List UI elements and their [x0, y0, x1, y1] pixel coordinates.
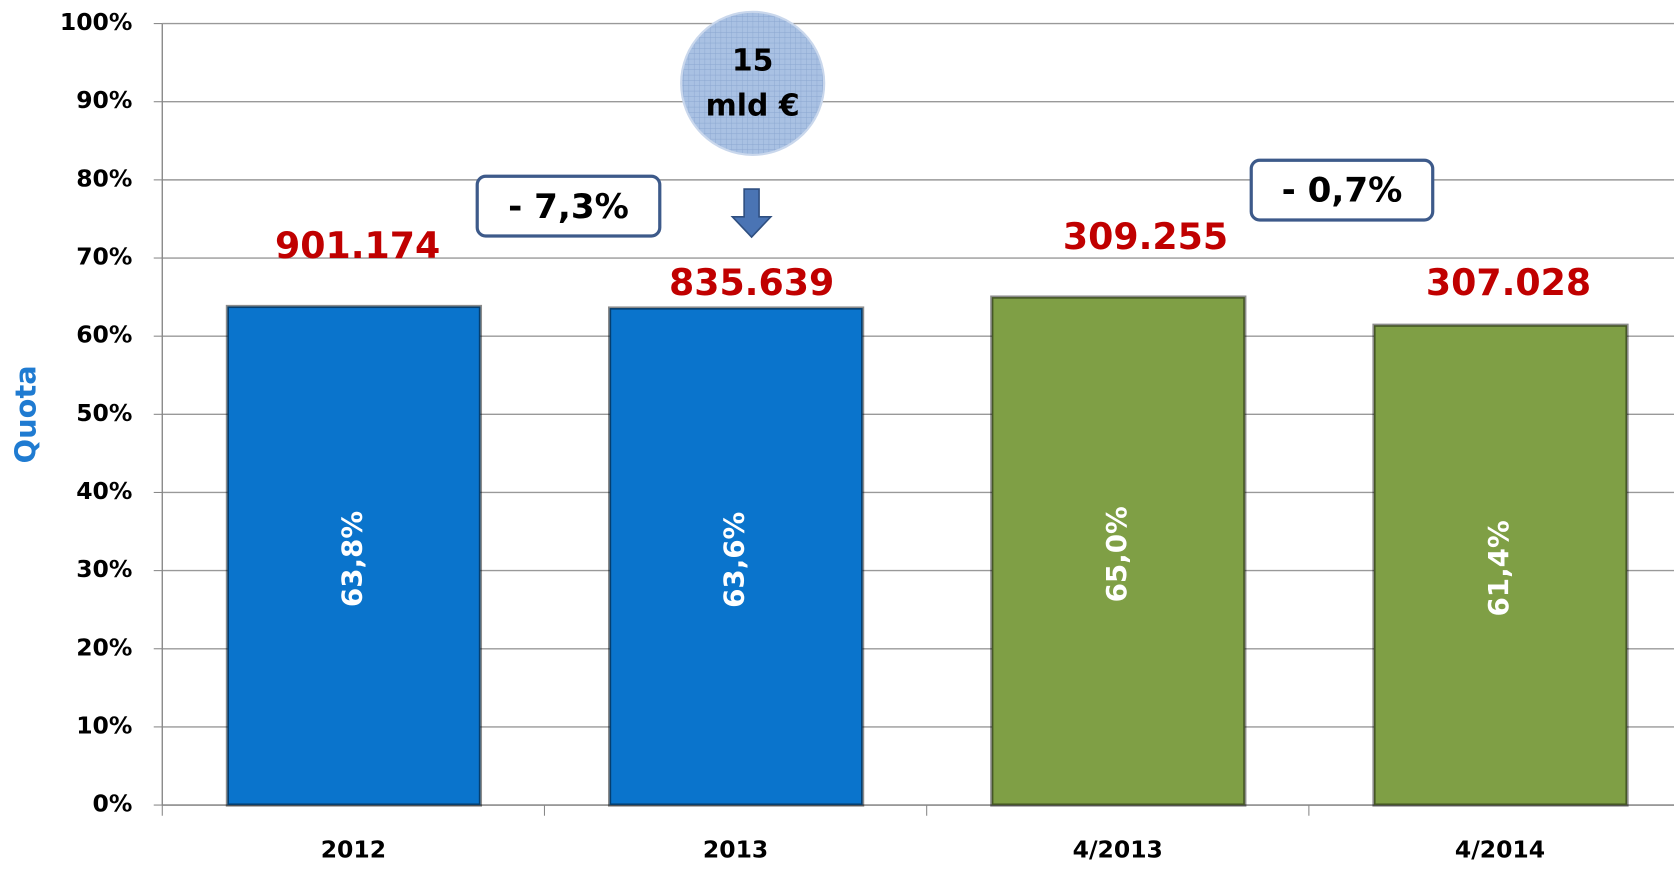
y-tick-label: 100%: [60, 8, 133, 36]
top-label: 307.028: [1426, 261, 1591, 304]
y-tick-label: 0%: [93, 790, 133, 818]
bubble: [680, 10, 826, 156]
change-label: - 0,7%: [1282, 171, 1403, 211]
top-label: 901.174: [275, 224, 440, 267]
bar-value-label: 61,4%: [1482, 520, 1515, 616]
bar: [225, 304, 483, 807]
bubble-label: mld €: [706, 88, 800, 123]
y-tick-label: 60%: [76, 321, 132, 349]
bar-value-label: 65,0%: [1100, 506, 1133, 602]
y-tick-label: 10%: [76, 711, 132, 739]
change-box: [475, 174, 662, 238]
bar-value-label: 63,8%: [335, 511, 368, 607]
y-tick-label: 70%: [76, 243, 132, 271]
y-tick-label: 40%: [76, 477, 132, 505]
arrow: [730, 188, 773, 239]
bubble-label: 15: [732, 44, 774, 79]
y-tick-label: 80%: [76, 164, 132, 192]
top-label: 835.639: [669, 261, 834, 304]
x-tick-label: 4/2013: [1073, 835, 1163, 863]
x-tick-label: 2013: [703, 835, 768, 863]
y-tick-label: 90%: [76, 86, 132, 114]
y-axis-label: Quota: [9, 365, 43, 463]
top-label: 309.255: [1063, 215, 1228, 258]
bar-value-label: 63,6%: [718, 512, 751, 608]
bar: [990, 295, 1247, 807]
y-tick-label: 30%: [76, 555, 132, 583]
x-tick-label: 4/2014: [1455, 835, 1545, 863]
change-box: [1249, 158, 1435, 222]
y-tick-label: 20%: [76, 633, 132, 661]
bar: [1372, 323, 1629, 807]
bar: [607, 306, 865, 807]
x-tick-label: 2012: [321, 835, 386, 863]
change-label: - 7,3%: [508, 187, 629, 227]
y-tick-label: 50%: [76, 399, 132, 427]
